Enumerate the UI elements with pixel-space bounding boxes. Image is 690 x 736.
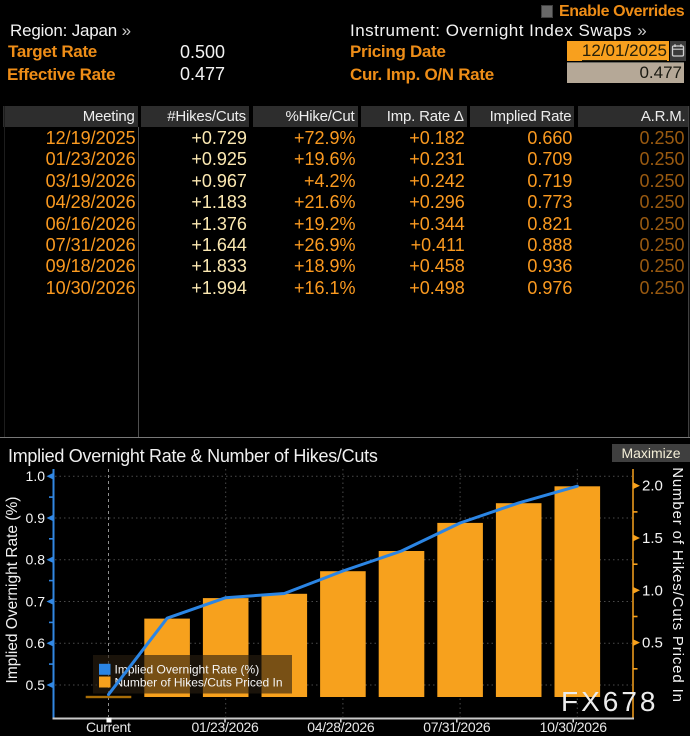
svg-text:Number of Hikes/Cuts Priced In: Number of Hikes/Cuts Priced In <box>669 467 686 703</box>
svg-text:04/28/2026: 04/28/2026 <box>307 719 375 735</box>
svg-text:Number of Hikes/Cuts Priced In: Number of Hikes/Cuts Priced In <box>115 675 283 689</box>
svg-text:2.0: 2.0 <box>642 478 663 495</box>
svg-text:07/31/2026: 07/31/2026 <box>423 719 491 735</box>
svg-text:1.0: 1.0 <box>26 468 46 484</box>
svg-text:Implied Overnight Rate (%): Implied Overnight Rate (%) <box>115 663 260 677</box>
svg-text:0.7: 0.7 <box>26 594 46 610</box>
svg-text:Current: Current <box>86 719 131 735</box>
svg-text:Implied Overnight Rate (%): Implied Overnight Rate (%) <box>4 497 21 684</box>
svg-text:0.6: 0.6 <box>26 635 46 651</box>
svg-text:1.5: 1.5 <box>642 530 663 547</box>
svg-text:0.5: 0.5 <box>26 677 46 693</box>
svg-text:0.8: 0.8 <box>26 552 46 568</box>
svg-text:0.5: 0.5 <box>642 635 663 652</box>
svg-text:1.0: 1.0 <box>642 582 663 599</box>
svg-text:01/23/2026: 01/23/2026 <box>191 719 259 735</box>
svg-text:10/30/2026: 10/30/2026 <box>540 719 608 735</box>
svg-text:FX678: FX678 <box>561 686 659 717</box>
svg-text:0.9: 0.9 <box>26 510 46 526</box>
